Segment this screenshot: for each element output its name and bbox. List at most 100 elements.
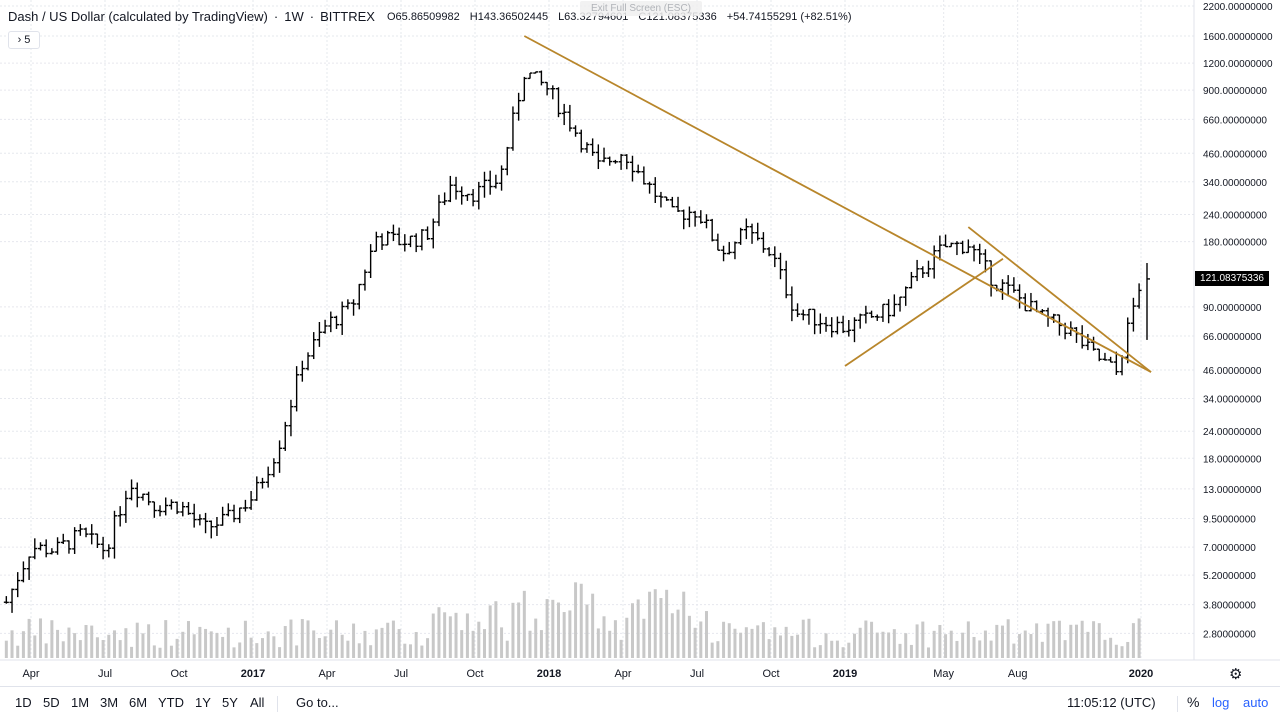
volume-bar — [112, 630, 116, 658]
volume-bar — [653, 589, 657, 658]
volume-bar — [465, 613, 469, 658]
goto-date-button[interactable]: Go to... — [296, 695, 339, 710]
time-axis-label: 2017 — [241, 668, 265, 680]
price-axis: 2200.00000000 1600.00000000 1200.00000000 9… — [1203, 2, 1273, 640]
volume-bar — [824, 633, 828, 658]
volume-bar — [1018, 634, 1022, 658]
price-axis-label: 5.20000000 — [1203, 571, 1256, 582]
volume-bar — [118, 640, 122, 658]
volume-bar — [1040, 641, 1044, 658]
volume-bar — [300, 619, 304, 658]
volume-bar — [687, 615, 691, 658]
range-1m-button[interactable]: 1M — [71, 695, 90, 710]
volume-bar — [44, 643, 48, 658]
volume-bar — [921, 621, 925, 658]
volume-bar — [693, 627, 697, 658]
range-5y-button[interactable]: 5Y — [222, 695, 238, 710]
volume-bar — [306, 620, 310, 658]
last-price-tag: 121.08375336 — [1195, 271, 1269, 286]
clock-utc[interactable]: 11:05:12 (UTC) — [1067, 695, 1156, 710]
time-axis-label: May — [933, 668, 954, 680]
volume-bar — [1006, 619, 1010, 658]
exit-fullscreen-hint[interactable]: Exit Full Screen (ESC) — [580, 1, 702, 16]
volume-bar — [443, 612, 447, 658]
volume-bar — [562, 612, 566, 658]
volume-bar — [1120, 646, 1124, 658]
volume-bar — [716, 641, 720, 658]
volume-bar — [340, 634, 344, 658]
volume-bar — [169, 645, 173, 658]
volume-bar — [238, 642, 242, 658]
volume-bar — [995, 624, 999, 658]
time-axis-label: Oct — [466, 668, 483, 680]
volume-bar — [78, 640, 82, 658]
change-value: +54.74155291 (+82.51%) — [726, 11, 852, 23]
volume-bar — [95, 637, 99, 658]
volume-bar — [391, 620, 395, 658]
volume-bar — [500, 627, 504, 658]
range-3m-button[interactable]: 3M — [100, 695, 119, 710]
volume-bar — [16, 645, 20, 658]
volume-bar — [676, 609, 680, 658]
volume-bar — [619, 639, 623, 658]
symbol-title[interactable]: Dash / US Dollar (calculated by TradingV… — [8, 9, 268, 24]
symbol-header: Dash / US Dollar (calculated by TradingV… — [8, 9, 852, 24]
price-axis-label: 7.00000000 — [1203, 543, 1256, 554]
chart-grid — [0, 0, 1194, 660]
volume-bar — [892, 629, 896, 658]
volume-bar — [1012, 643, 1016, 658]
volume-bar — [135, 622, 139, 658]
time-axis-label: Jul — [394, 668, 408, 680]
volume-bar — [329, 629, 333, 658]
volume-bar — [796, 634, 800, 658]
range-1d-button[interactable]: 1D — [15, 695, 32, 710]
range-ytd-button[interactable]: YTD — [158, 695, 184, 710]
range-all-button[interactable]: All — [250, 695, 265, 710]
auto-scale-toggle[interactable]: auto — [1243, 695, 1269, 710]
volume-bar — [568, 610, 572, 658]
volume-bar — [289, 619, 293, 658]
volume-bar — [642, 618, 646, 658]
volume-bar — [744, 627, 748, 658]
indicators-collapse-button[interactable]: › 5 — [8, 31, 40, 49]
volume-bar — [147, 624, 151, 658]
volume-bar — [756, 625, 760, 658]
volume-bar — [978, 640, 982, 658]
volume-bar — [517, 602, 521, 658]
volume-bar — [243, 620, 247, 658]
log-scale-toggle[interactable]: log — [1212, 695, 1230, 710]
volume-bar — [1029, 634, 1033, 658]
volume-bar — [761, 622, 765, 658]
volume-bar — [767, 639, 771, 658]
volume-bar — [904, 633, 908, 658]
volume-bar — [1092, 621, 1096, 658]
volume-bar — [278, 647, 282, 658]
volume-bar — [317, 637, 321, 658]
gear-icon[interactable]: ⚙ — [1229, 666, 1243, 683]
range-5d-button[interactable]: 5D — [43, 695, 60, 710]
range-1y-button[interactable]: 1Y — [195, 695, 211, 710]
volume-bar — [1137, 618, 1141, 658]
volume-bar — [733, 628, 737, 658]
volume-bar — [249, 637, 253, 658]
volume-bar — [21, 631, 25, 658]
volume-bar — [414, 632, 418, 658]
volume-bar — [704, 611, 708, 658]
volume-bar — [852, 633, 856, 658]
volume-bar — [1086, 631, 1090, 658]
volume-bar — [482, 629, 486, 658]
volume-bar — [648, 591, 652, 658]
volume-bar — [164, 620, 168, 658]
range-6m-button[interactable]: 6M — [129, 695, 148, 710]
volume-bar — [938, 624, 942, 658]
price-axis-label: 660.00000000 — [1203, 115, 1267, 126]
percent-scale-toggle[interactable]: % — [1187, 694, 1200, 710]
interval-label[interactable]: 1W — [284, 9, 304, 24]
exchange-label: BITTREX — [320, 9, 375, 24]
volume-bar — [1046, 623, 1050, 658]
trendline — [967, 226, 1152, 373]
volume-bar — [608, 630, 612, 658]
volume-bar — [272, 636, 276, 658]
volume-bar — [431, 613, 435, 658]
price-chart[interactable]: 2200.00000000 1600.00000000 1200.00000000 9… — [0, 0, 1280, 686]
